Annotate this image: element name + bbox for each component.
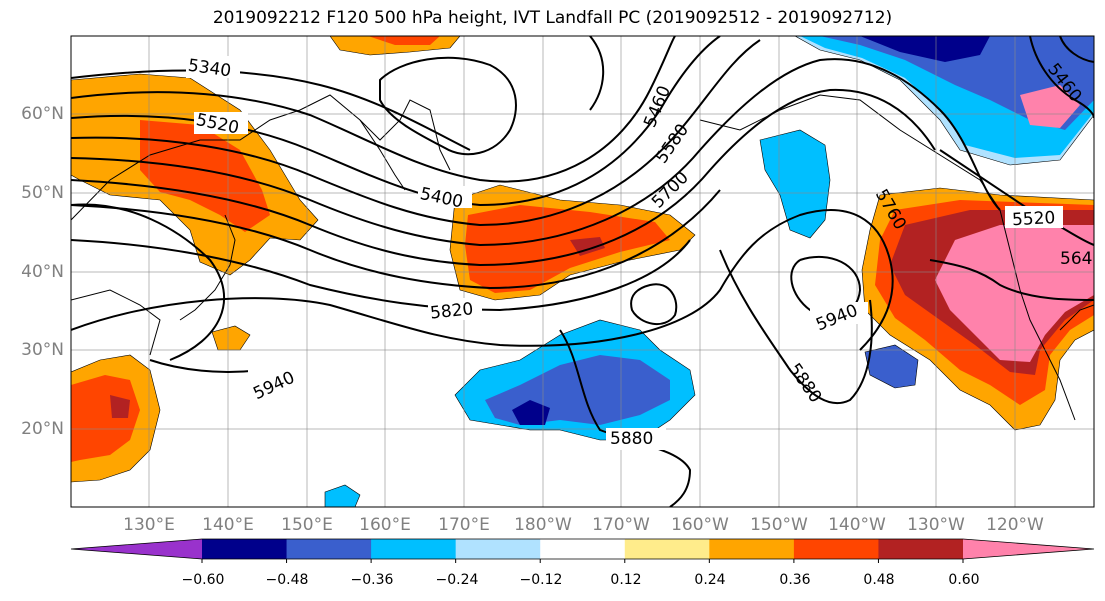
lon-label-130e: 130°E: [123, 515, 175, 535]
contour-label: 5520: [1012, 208, 1056, 230]
colorbar-swatch: [286, 539, 372, 559]
contour-line: [589, 36, 605, 111]
lat-label-30n: 30°N: [21, 340, 64, 360]
ivt-region-cpac-red: [465, 205, 670, 293]
lon-label-130w: 130°W: [907, 515, 965, 535]
lat-label-60n: 60°N: [21, 104, 64, 124]
ivt-region-sasia-dark: [110, 395, 130, 418]
contour-line: [71, 209, 894, 351]
lon-label-180w: 180°W: [514, 515, 572, 535]
lon-label-170w: 170°W: [592, 515, 650, 535]
contour-line: [71, 203, 226, 361]
colorbar-swatch: [202, 539, 288, 559]
contour-line: [929, 259, 1094, 301]
colorbar-swatch: [455, 539, 541, 559]
lat-label-20n: 20°N: [21, 419, 64, 439]
contour-line: [71, 58, 1001, 247]
ivt-region-ne-pink: [1020, 85, 1080, 128]
lon-label-150e: 150°E: [281, 515, 333, 535]
coastline-china: [71, 289, 161, 356]
colorbar-tick-label: 0.12: [610, 572, 642, 588]
ivt-region-sasia-red: [71, 375, 140, 462]
colorbar-tick-label: −0.60: [181, 572, 225, 588]
ivt-region-small-orange: [211, 325, 251, 351]
colorbar-tick-label: 0.24: [694, 572, 726, 588]
colorbar-tick-label: 0.48: [863, 572, 895, 588]
colorbar-tick-label: −0.48: [265, 572, 309, 588]
colorbar-tick-label: 0.60: [948, 572, 980, 588]
lon-label-120w: 120°W: [986, 515, 1044, 535]
ivt-region-top-red: [368, 36, 440, 45]
lat-label-50n: 50°N: [21, 183, 64, 203]
contour-line: [71, 36, 676, 183]
colorbar-tick-label: 0.36: [779, 572, 811, 588]
colorbar-tick-label: −0.24: [435, 572, 479, 588]
colorbar-tick-label: −0.12: [519, 572, 563, 588]
coastline-alaska: [699, 94, 1001, 211]
colorbar-swatch: [878, 539, 964, 559]
contour-label: 5820: [429, 299, 474, 323]
contour-line: [1059, 36, 1094, 63]
lon-label-140e: 140°E: [202, 515, 254, 535]
ivt-region-spac-navy: [512, 400, 550, 425]
coastline-japan: [179, 214, 236, 321]
colorbar-extend-high: [963, 539, 1094, 559]
contour-line: [71, 88, 936, 267]
coastline-mexico: [1059, 304, 1094, 331]
contour-line: [71, 39, 761, 227]
colorbar: [70, 538, 1095, 563]
contour-line: [149, 359, 261, 373]
coastline-siberia: [71, 94, 451, 221]
lat-label-40n: 40°N: [21, 262, 64, 282]
contour-label: 5880: [610, 429, 653, 449]
lon-label-160e: 160°E: [359, 515, 411, 535]
contour-label: 564: [1060, 249, 1092, 269]
contour-line: [379, 56, 517, 156]
contour-line: [630, 283, 678, 325]
contour-line: [719, 249, 873, 405]
colorbar-tick-label: −0.36: [350, 572, 394, 588]
lon-label-140w: 140°W: [828, 515, 886, 535]
colorbar-swatch: [540, 539, 626, 559]
contour-line: [1029, 36, 1094, 119]
colorbar-swatch: [793, 539, 879, 559]
map-title: 2019092212 F120 500 hPa height, IVT Land…: [212, 8, 893, 28]
colorbar-swatch: [624, 539, 710, 559]
lon-label-160w: 160°W: [671, 515, 729, 535]
contour-line: [71, 239, 691, 312]
map-frame: [70, 35, 1095, 508]
lon-label-150w: 150°W: [750, 515, 808, 535]
contour-line: [71, 189, 721, 290]
ivt-region-bottom-cyan: [324, 484, 361, 507]
ivt-region-small-blue: [864, 344, 919, 389]
colorbar-swatch: [709, 539, 795, 559]
colorbar-extend-low: [71, 539, 202, 559]
lon-label-170e: 170°E: [438, 515, 490, 535]
ivt-region-ne-navy: [860, 36, 990, 62]
colorbar-swatch: [371, 539, 457, 559]
coastline-kamchatka: [359, 119, 406, 191]
ivt-shading: [71, 36, 1094, 507]
coastline-na-west: [999, 209, 1076, 421]
coastlines: [71, 94, 1094, 421]
contour-line: [71, 69, 471, 151]
contour-label-masks: [186, 56, 1063, 450]
